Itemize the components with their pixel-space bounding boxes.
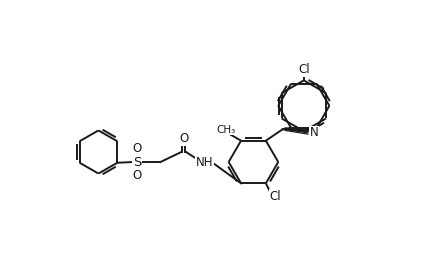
Text: S: S (133, 156, 141, 168)
Text: Cl: Cl (269, 190, 281, 203)
Text: O: O (179, 132, 188, 146)
Text: CH₃: CH₃ (217, 125, 236, 135)
Text: NH: NH (196, 156, 214, 168)
Text: O: O (133, 169, 142, 182)
Text: O: O (133, 142, 142, 155)
Text: Cl: Cl (298, 63, 309, 76)
Text: N: N (309, 126, 318, 140)
